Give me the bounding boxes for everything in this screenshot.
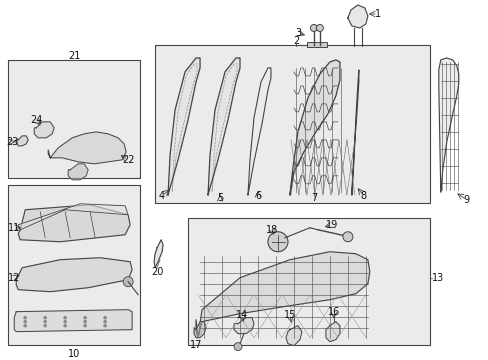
Polygon shape — [438, 58, 458, 192]
Circle shape — [103, 324, 106, 327]
Text: 7: 7 — [310, 193, 316, 203]
Circle shape — [43, 320, 47, 323]
Polygon shape — [34, 122, 54, 138]
Bar — [8, 60, 140, 178]
Polygon shape — [48, 132, 126, 164]
Polygon shape — [18, 205, 130, 242]
Polygon shape — [14, 310, 132, 332]
Circle shape — [103, 316, 106, 319]
Circle shape — [63, 324, 66, 327]
Text: 23: 23 — [6, 137, 19, 147]
Circle shape — [103, 320, 106, 323]
Circle shape — [83, 316, 86, 319]
Circle shape — [83, 324, 86, 327]
Text: 4: 4 — [159, 191, 165, 201]
Text: 10: 10 — [68, 348, 80, 359]
Polygon shape — [16, 258, 132, 292]
Circle shape — [310, 24, 317, 31]
Circle shape — [316, 24, 323, 31]
Polygon shape — [325, 322, 339, 342]
Polygon shape — [68, 164, 88, 180]
Text: 24: 24 — [30, 115, 42, 125]
Bar — [155, 45, 429, 203]
Text: 22: 22 — [122, 155, 134, 165]
Text: 3: 3 — [294, 28, 301, 38]
Text: 5: 5 — [217, 193, 223, 203]
Circle shape — [234, 343, 242, 351]
Polygon shape — [347, 5, 367, 28]
Text: 2: 2 — [292, 36, 299, 46]
Bar — [306, 42, 326, 47]
Circle shape — [24, 320, 27, 323]
Text: 6: 6 — [254, 191, 261, 201]
Polygon shape — [351, 70, 358, 195]
Polygon shape — [234, 318, 253, 334]
Circle shape — [83, 320, 86, 323]
Text: 15: 15 — [283, 310, 296, 320]
Bar — [8, 185, 140, 345]
Circle shape — [24, 316, 27, 319]
Text: 1: 1 — [374, 9, 380, 19]
Circle shape — [43, 324, 47, 327]
Circle shape — [24, 324, 27, 327]
Text: 16: 16 — [327, 307, 339, 317]
Text: 18: 18 — [265, 225, 278, 235]
Circle shape — [63, 316, 66, 319]
Circle shape — [43, 316, 47, 319]
Polygon shape — [194, 322, 205, 338]
Text: 21: 21 — [68, 51, 80, 61]
Text: 8: 8 — [360, 191, 366, 201]
Polygon shape — [289, 60, 339, 195]
Circle shape — [123, 277, 133, 287]
Circle shape — [267, 232, 287, 252]
Text: 20: 20 — [151, 267, 163, 277]
Text: 14: 14 — [235, 310, 247, 320]
Text: 19: 19 — [325, 220, 337, 230]
Text: 17: 17 — [189, 339, 202, 350]
Polygon shape — [207, 58, 240, 195]
Circle shape — [342, 232, 352, 242]
Polygon shape — [168, 58, 200, 195]
Bar — [188, 218, 429, 345]
Polygon shape — [285, 326, 301, 346]
Text: 9: 9 — [463, 195, 469, 205]
Text: 12: 12 — [8, 273, 20, 283]
Polygon shape — [18, 204, 128, 230]
Polygon shape — [196, 252, 369, 338]
Polygon shape — [154, 240, 163, 268]
Circle shape — [63, 320, 66, 323]
Text: 13: 13 — [431, 273, 443, 283]
Polygon shape — [16, 136, 28, 146]
Text: 11: 11 — [8, 223, 20, 233]
